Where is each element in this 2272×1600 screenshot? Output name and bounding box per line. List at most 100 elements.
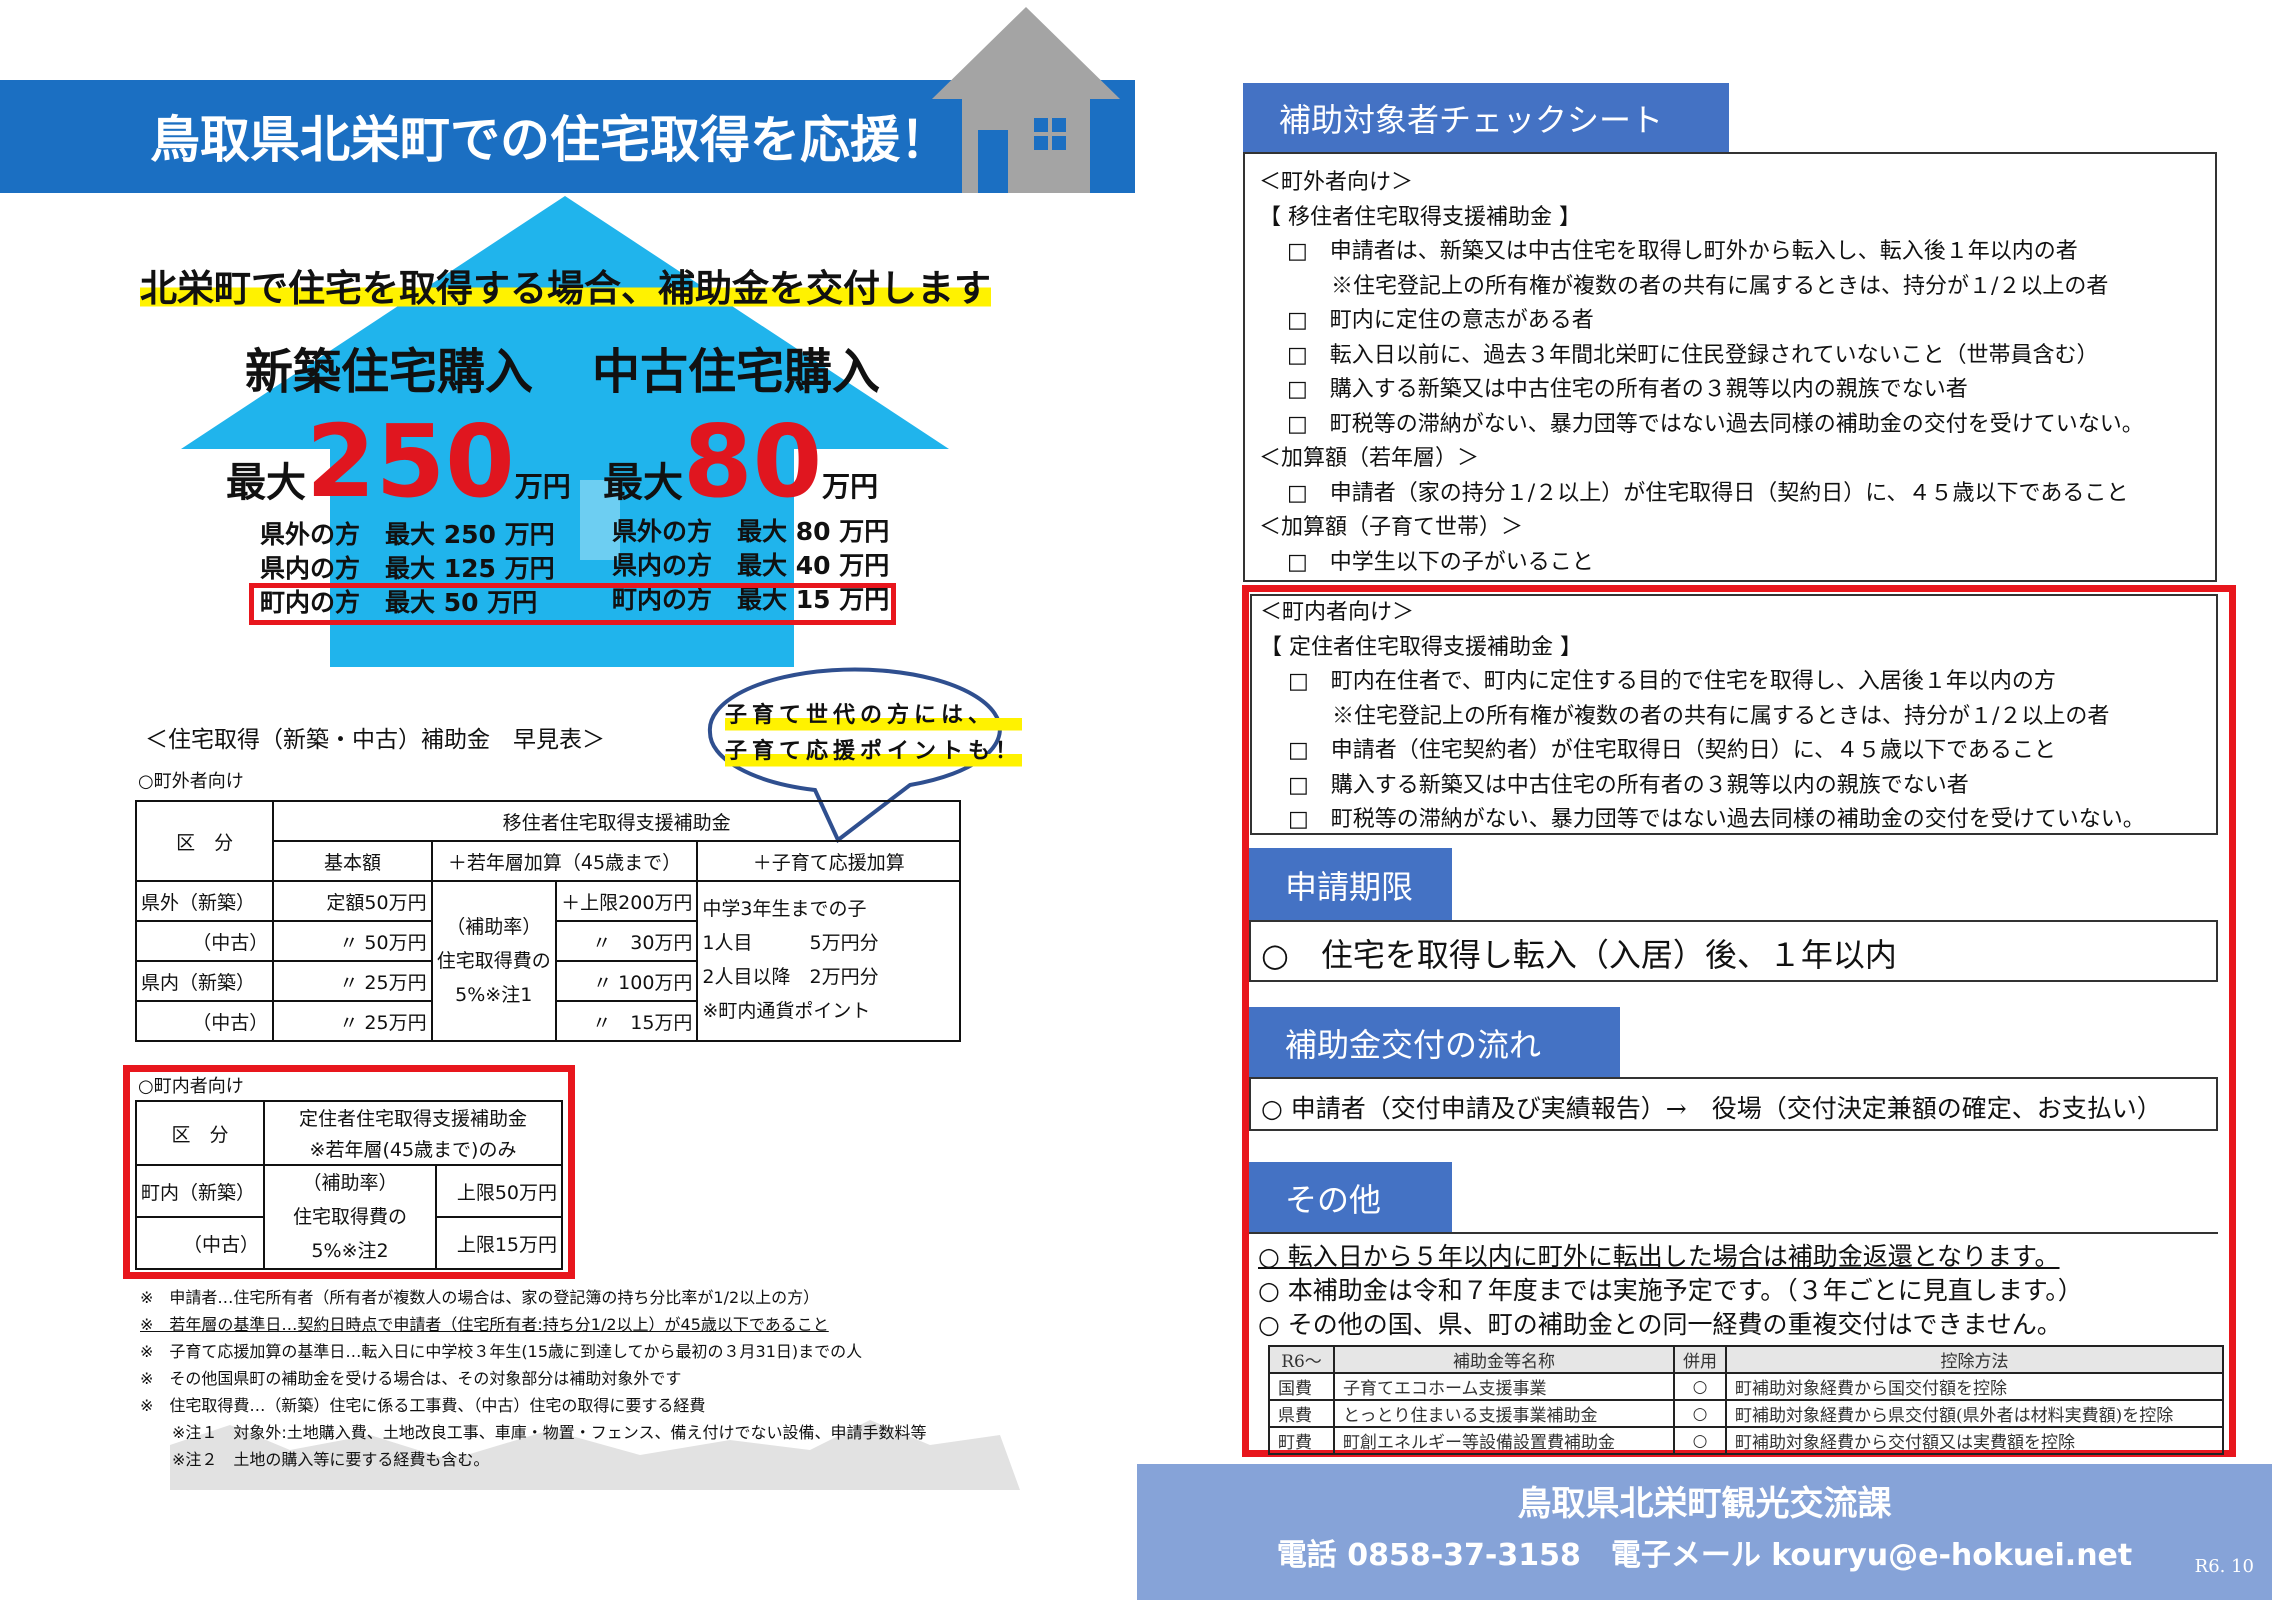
cell: 子育てエコホーム支援事業 xyxy=(1333,1372,1675,1401)
cell: 町補助対象経費から国交付額を控除 xyxy=(1725,1372,2224,1401)
checklist-item[interactable]: □ 町内に定住の意志がある者 xyxy=(1287,308,1594,333)
rate-cell: （補助率） 住宅取得費の 5%※注2 xyxy=(263,1164,437,1270)
new-house-label: 新築住宅購入 xyxy=(245,344,534,400)
table-row: 県内（新築）〃 25万円 〃 100万円 xyxy=(134,960,960,1002)
townscape-silhouette xyxy=(170,1420,1020,1490)
page-title: 鳥取県北栄町での住宅取得を応援！ xyxy=(150,111,950,169)
checklist-item[interactable]: □ 申請者は、新築又は中古住宅を取得し町外から転入し、転入後１年以内の者 xyxy=(1287,239,2078,264)
row-label: （中古） xyxy=(134,1000,275,1042)
kubun-header: 区 分 xyxy=(134,800,275,882)
arrow-window-shape xyxy=(580,480,620,560)
col-header: 併用 xyxy=(1673,1345,1727,1374)
program-name: 【 定住者住宅取得支援補助金 】 xyxy=(1260,634,1582,660)
outside-checklist: ＜町外者向け＞ 【 移住者住宅取得支援補助金 】 □ 申請者は、新築又は中古住宅… xyxy=(1243,152,2217,582)
young-amount: 〃 100万円 xyxy=(554,960,699,1002)
deadline-text: ○ 住宅を取得し転入（入居）後、１年以内 xyxy=(1249,920,2218,982)
footer-date: R6. 10 xyxy=(2194,1556,2254,1577)
divider xyxy=(1249,1232,2218,1234)
table-row: 国費 子育てエコホーム支援事業 ○ 町補助対象経費から国交付額を控除 xyxy=(1268,1372,2224,1401)
cell: 町創エネルギー等設備設置費補助金 xyxy=(1333,1426,1675,1455)
cell: 国費 xyxy=(1268,1372,1335,1401)
detail-line: 町内の方 最大 50 万円 xyxy=(260,588,538,617)
cell: 町費 xyxy=(1268,1426,1335,1455)
inside-highlight-box xyxy=(123,1065,575,1279)
child-line: ※町内通貨ポイント xyxy=(702,1000,871,1022)
headline: 北栄町で住宅を取得する場合、補助金を交付します xyxy=(140,258,991,312)
checklist-item[interactable]: □ 中学生以下の子がいること xyxy=(1287,549,1594,575)
bubble-line: 子育て応援ポイントも！ xyxy=(725,734,1023,770)
table-row: 町費 町創エネルギー等設備設置費補助金 ○ 町補助対象経費から交付額又は実費額を控除 xyxy=(1268,1426,2224,1455)
rate-line: 住宅取得費の xyxy=(436,950,551,972)
base-amount: 〃 50万円 xyxy=(272,920,433,962)
checklist-item[interactable]: □ 町内在住者で、町内に定住する目的で住宅を取得し、入居後１年以内の方 xyxy=(1288,669,2056,694)
new-max-amount: 最大 250 万円 xyxy=(226,412,571,512)
kubun-header: 区 分 xyxy=(135,1100,265,1166)
section-heading: ＜町外者向け＞ xyxy=(1259,170,1414,195)
rate-line: （補助率） xyxy=(446,916,542,938)
checklist-item[interactable]: □ 購入する新築又は中古住宅の所有者の３親等以内の親族でない者 xyxy=(1288,772,1969,798)
col-header: R6～ xyxy=(1268,1345,1335,1374)
section-heading: ＜町内者向け＞ xyxy=(1260,600,1415,625)
limit-amount: 上限15万円 xyxy=(435,1216,563,1270)
other-title: その他 xyxy=(1249,1162,1452,1233)
new-details: 県外の方 最大 250 万円 県内の方 最大 125 万円 町内の方 最大 50… xyxy=(260,518,555,620)
checklist-item[interactable]: □ 申請者（家の持分１/２以上）が住宅取得日（契約日）に、４５歳以下であること xyxy=(1287,480,2129,506)
detail-line: 県内の方 最大 125 万円 xyxy=(260,554,555,583)
unit: 万円 xyxy=(514,470,571,503)
other-line: ○ 本補助金は令和７年度までは実施予定です。（３年ごとに見直します。） xyxy=(1258,1276,2083,1305)
young-amount: ＋上限200万円 xyxy=(554,880,699,922)
deadline-title: 申請期限 xyxy=(1249,848,1452,921)
rate-line: 住宅取得費の xyxy=(292,1206,407,1228)
cell: ○ xyxy=(1673,1372,1727,1401)
checklist-item[interactable]: □ 転入日以前に、過去３年間北栄町に住民登録されていないこと（世帯員含む） xyxy=(1287,342,2099,368)
table-row: 町内（新築） （補助率） 住宅取得費の 5%※注2 上限50万円 xyxy=(135,1164,563,1270)
rate-line: 5%※注2 xyxy=(311,1240,389,1262)
child-line: 1人目 5万円分 xyxy=(702,932,879,954)
row-label: （中古） xyxy=(134,920,275,962)
used-details: 県外の方 最大 80 万円 県内の方 最大 40 万円 町内の方 最大 15 万… xyxy=(612,515,889,617)
base-amount: 定額50万円 xyxy=(272,880,433,922)
flow-text: ○ 申請者（交付申請及び実績報告）→ 役場（交付決定兼額の確定、お支払い） xyxy=(1249,1077,2218,1131)
up-arrow-shape xyxy=(181,196,949,667)
table-row: （中古）〃 50万円 〃 30万円 xyxy=(134,920,960,962)
max-prefix: 最大 xyxy=(603,460,683,506)
used-max-value: 80 xyxy=(683,403,823,520)
outside-label: ○町外者向け xyxy=(138,771,244,792)
note-line: ※注１ 対象外:土地購入費、土地改良工事、車庫・物置・フェンス、備え付けでない設… xyxy=(140,1423,927,1442)
note-line: ※注２ 土地の購入等に要する経費も含む。 xyxy=(140,1450,490,1469)
child-cell: 中学3年生までの子 1人目 5万円分 2人目以降 2万円分 ※町内通貨ポイント xyxy=(696,880,961,1042)
checklist-item[interactable]: □ 申請者（住宅契約者）が住宅取得日（契約日）に、４５歳以下であること xyxy=(1288,738,2056,763)
checklist-note: ※住宅登記上の所有権が複数の者の共有に属するときは、持分が１/２以上の者 xyxy=(1288,703,2110,729)
max-prefix: 最大 xyxy=(226,460,306,506)
house-window-icon xyxy=(1034,118,1066,150)
checklist-item[interactable]: □ 購入する新築又は中古住宅の所有者の３親等以内の親族でない者 xyxy=(1287,377,1968,402)
inside-subsidy-table: 区 分 定住者住宅取得支援補助金 ※若年層(45歳まで)のみ 町内（新築） （補… xyxy=(135,1100,563,1270)
outside-subsidy-table: 区 分 移住者住宅取得支援補助金 基本額 ＋若年層加算（45歳まで） ＋子育て応… xyxy=(134,800,961,1042)
other-line: ○ その他の国、県、町の補助金との同一経費の重複交付はできません。 xyxy=(1258,1310,2062,1339)
checklist-note: ※住宅登記上の所有権が複数の者の共有に属するときは、持分が１/２以上の者 xyxy=(1287,273,2109,299)
program-name: 【 移住者住宅取得支援補助金 】 xyxy=(1259,204,1581,230)
checklist-item[interactable]: □ 町税等の滞納がない、暴力団等ではない過去同様の補助金の交付を受けていない。 xyxy=(1288,807,2145,832)
section-heading: ＜加算額（若年層）＞ xyxy=(1259,446,1480,471)
checklist-item[interactable]: □ 町税等の滞納がない、暴力団等ではない過去同様の補助金の交付を受けていない。 xyxy=(1287,411,2144,437)
limit-amount: 上限50万円 xyxy=(435,1164,563,1218)
note-line: ※ その他国県町の補助金を受ける場合は、その対象部分は補助対象外です xyxy=(140,1369,682,1388)
cell: ○ xyxy=(1673,1399,1727,1428)
row-label: （中古） xyxy=(135,1216,265,1270)
rate-line: （補助率） xyxy=(302,1172,398,1194)
note-line: ※ 申請者…住宅所有者（所有者が複数人の場合は、家の登記簿の持ち分比率が1/2以… xyxy=(140,1288,820,1307)
flow-title: 補助金交付の流れ xyxy=(1249,1007,1620,1078)
footer: 鳥取県北栄町観光交流課 電話 0858-37-3158 電子メール kouryu… xyxy=(1137,1464,2272,1600)
young-amount: 〃 15万円 xyxy=(554,1000,699,1042)
table-row: 県費 とっとり住まいる支援事業補助金 ○ 町補助対象経費から県交付額(県外者は材料実費… xyxy=(1268,1399,2224,1428)
detail-line: 町内の方 最大 15 万円 xyxy=(612,585,890,614)
row-label: 県内（新築） xyxy=(134,960,275,1002)
footer-contact: 電話 0858-37-3158 電子メール kouryu@e-hokuei.ne… xyxy=(1276,1538,2133,1573)
other-lines: ○ 転入日から５年以内に町外に転出した場合は補助金返還となります。 ○ 本補助金… xyxy=(1258,1240,2083,1342)
house-roof-icon xyxy=(932,7,1120,99)
cell: 町補助対象経費から交付額又は実費額を控除 xyxy=(1725,1426,2224,1455)
footer-dept: 鳥取県北栄町観光交流課 xyxy=(1517,1484,1892,1524)
child-line: 中学3年生までの子 xyxy=(702,898,867,920)
base-amount: 〃 25万円 xyxy=(272,960,433,1002)
used-max-amount: 最大 80 万円 xyxy=(603,412,878,512)
